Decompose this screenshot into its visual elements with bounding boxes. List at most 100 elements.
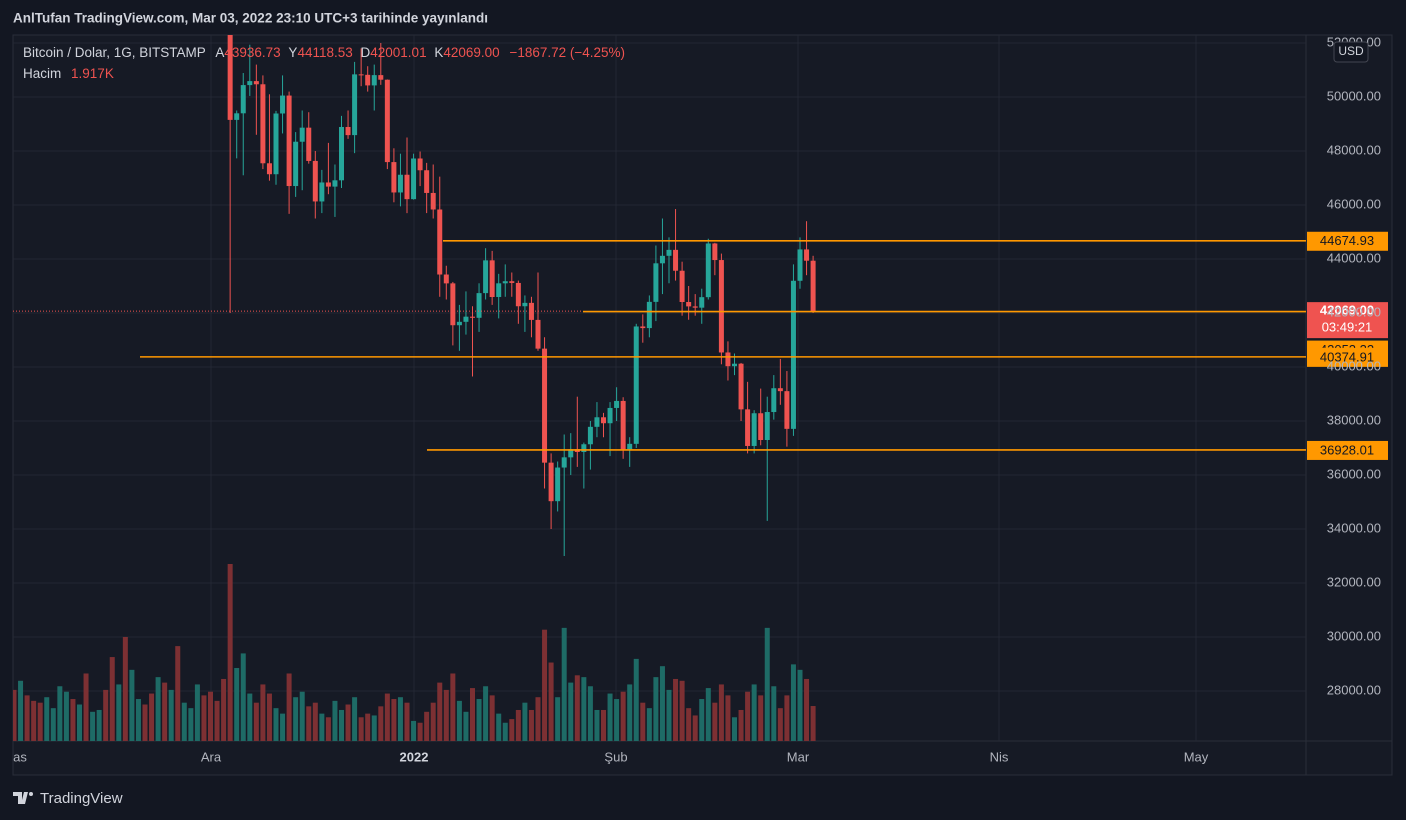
y-tick-label: 42000.00 — [1327, 304, 1381, 319]
candle-body — [601, 417, 606, 424]
candle-body — [692, 306, 698, 308]
candle-body — [273, 113, 279, 175]
candle-body — [391, 162, 397, 193]
volume-bar — [810, 706, 816, 741]
volume-bar — [325, 717, 331, 741]
volume-bar — [221, 678, 227, 741]
volume-bar — [561, 627, 567, 741]
candle-body — [358, 74, 364, 76]
volume-bar — [319, 713, 325, 741]
volume-bar — [266, 693, 272, 741]
candle-body — [483, 260, 489, 294]
candle-body — [705, 243, 711, 298]
volume-bar — [162, 682, 168, 741]
volume-bar — [339, 709, 344, 741]
volume-bar — [181, 702, 187, 741]
volume-bar — [424, 711, 430, 741]
close-value: 42069.00 — [443, 45, 500, 60]
candle-body — [384, 79, 390, 163]
volume-bar — [286, 673, 292, 741]
candle-body — [496, 283, 502, 298]
candle-body — [790, 280, 796, 429]
candle-body — [306, 127, 312, 161]
candle-body — [555, 467, 561, 502]
levels: 44674.9342052.2240374.9136928.0142069.00… — [13, 231, 1388, 460]
y-tick-label: 28000.00 — [1327, 682, 1381, 697]
volume-bar — [732, 717, 737, 741]
x-tick-label: 2022 — [400, 749, 429, 764]
candle-body — [253, 81, 259, 85]
volume-bar — [13, 689, 17, 741]
volume-bar — [44, 697, 50, 741]
candle-body — [489, 260, 495, 298]
volume-bar — [666, 689, 672, 741]
candle-body — [234, 113, 240, 120]
candle-body — [319, 182, 325, 202]
candle-body — [548, 462, 554, 502]
candle-body — [476, 293, 482, 318]
y-tick-label: 38000.00 — [1327, 412, 1381, 427]
x-tick-label: Nis — [990, 749, 1009, 764]
high-value: 44118.53 — [297, 45, 353, 60]
candle-body — [417, 158, 423, 171]
y-tick-label: 50000.00 — [1327, 88, 1381, 103]
volume-bar — [37, 702, 43, 741]
candle-body — [260, 84, 266, 164]
y-tick-label: 34000.00 — [1327, 520, 1381, 535]
volume-bar — [247, 693, 253, 741]
volume-bar — [116, 684, 122, 741]
volume-bar — [188, 708, 194, 741]
legend-row: Bitcoin / Dolar, 1G, BITSTAMP A43936.73 … — [23, 45, 625, 60]
volume-bar — [646, 708, 652, 741]
candle-body — [299, 127, 305, 142]
close-prefix: K — [434, 45, 444, 60]
volume-bar — [240, 653, 246, 741]
volume-bar — [601, 709, 606, 741]
volume-bar — [260, 684, 266, 741]
last-price-box — [1307, 302, 1388, 339]
volume-bar — [332, 700, 338, 741]
volume-bar — [483, 686, 489, 741]
volume-bar — [77, 704, 82, 741]
candle-body — [627, 443, 633, 450]
candle-body — [542, 348, 548, 463]
volume-bar — [476, 699, 482, 741]
low-value: 42001.01 — [370, 45, 427, 60]
volume-bar — [450, 673, 456, 741]
volume-bar — [299, 691, 305, 741]
candle-body — [751, 413, 757, 446]
volume-bar — [574, 675, 580, 741]
volume-bar — [103, 689, 109, 741]
volume-bar — [365, 713, 371, 741]
volume-bar — [371, 715, 377, 741]
volume-bar — [548, 662, 554, 741]
volume-bar — [456, 700, 462, 741]
volume-bar — [273, 708, 279, 741]
volume-bar — [50, 708, 56, 741]
volume-bar — [718, 684, 724, 741]
open-prefix: A — [215, 45, 225, 60]
volume-bar — [522, 702, 528, 741]
x-tick-label: as — [13, 749, 27, 764]
candle-body — [463, 316, 469, 322]
volume-bar — [293, 697, 299, 741]
volume-bar — [142, 704, 148, 741]
candle-body — [732, 363, 737, 367]
currency-box[interactable] — [1333, 41, 1369, 63]
candle-body — [804, 249, 810, 261]
candle-body — [568, 449, 574, 458]
candle-body — [777, 388, 783, 392]
candle-body — [587, 426, 593, 445]
candle-body — [509, 281, 515, 283]
y-tick-label: 36000.00 — [1327, 466, 1381, 481]
logo-mark — [13, 792, 28, 804]
candle-body — [430, 192, 436, 210]
volume-bar — [705, 688, 711, 741]
volume-bar — [378, 706, 384, 741]
volume-bar — [280, 713, 286, 741]
volume-bar — [581, 677, 587, 741]
x-tick-label: May — [1184, 749, 1209, 764]
candle-body — [522, 302, 528, 307]
volume-legend: Hacim 1.917K — [23, 66, 114, 81]
